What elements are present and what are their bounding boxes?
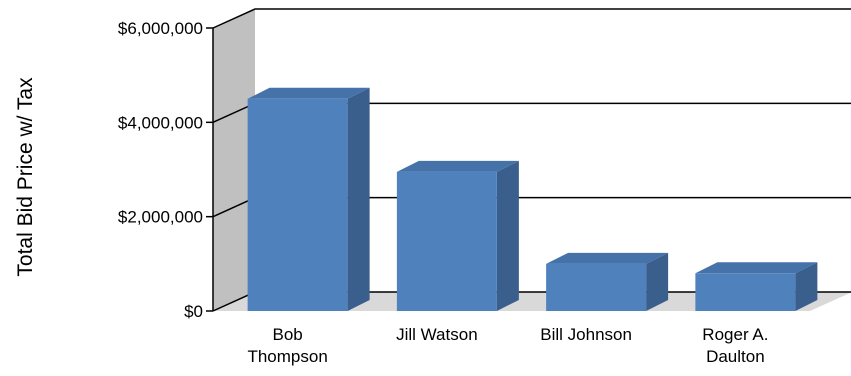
bar-front	[247, 98, 348, 311]
side-wall	[213, 9, 255, 311]
gridline	[212, 8, 851, 29]
y-tick-label: $2,000,000	[118, 208, 203, 227]
chart-walls	[213, 9, 851, 311]
y-tick-label: $6,000,000	[118, 19, 203, 38]
floor	[213, 292, 851, 311]
bar-side	[347, 87, 370, 311]
x-tick-labels: Bob Thompson Jill Watson Bill Johnson Roger …	[247, 325, 768, 366]
bar-front	[396, 171, 497, 311]
y-axis	[206, 27, 214, 312]
bar-top	[396, 160, 519, 172]
bar-front	[695, 273, 796, 311]
y-tick-labels: $0 $2,000,000 $4,000,000 $6,000,000	[118, 19, 203, 321]
x-tick-label: Bob Thompson	[247, 325, 327, 366]
bar	[546, 252, 669, 311]
bar	[247, 87, 370, 311]
x-tick-label: Roger A. Daulton	[702, 325, 768, 366]
bar-top	[695, 262, 818, 274]
bar-side	[496, 160, 519, 311]
x-tick-label: Bill Johnson	[540, 325, 632, 344]
bar-top	[247, 87, 370, 99]
y-axis-label: Total Bid Price w/ Tax	[14, 77, 37, 277]
bar-front	[546, 263, 647, 311]
bar-top	[546, 252, 669, 264]
x-tick-label: Jill Watson	[396, 325, 478, 344]
y-tick-label: $0	[184, 302, 203, 321]
y-tick-label: $4,000,000	[118, 113, 203, 132]
bar	[396, 160, 519, 311]
bar-side	[795, 262, 818, 311]
bar-side	[646, 252, 669, 311]
bar	[695, 262, 818, 311]
bars	[247, 87, 818, 311]
